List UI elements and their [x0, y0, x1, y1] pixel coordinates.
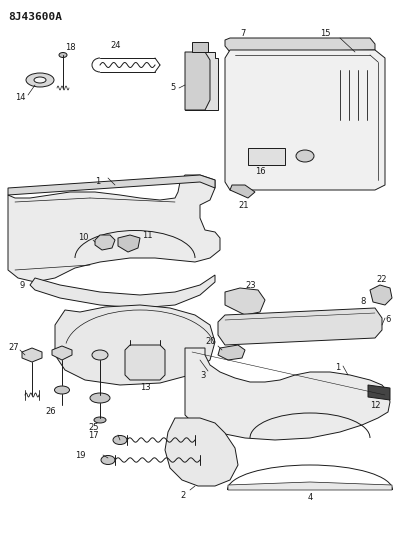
- Polygon shape: [55, 305, 215, 385]
- Ellipse shape: [54, 386, 69, 394]
- Text: 6: 6: [385, 316, 390, 325]
- Polygon shape: [95, 235, 115, 250]
- Text: 18: 18: [65, 44, 75, 52]
- Text: 26: 26: [45, 408, 56, 416]
- Text: 5: 5: [170, 84, 175, 93]
- Text: 17: 17: [88, 431, 98, 440]
- Text: 7: 7: [240, 28, 245, 37]
- Ellipse shape: [26, 73, 54, 87]
- Text: 3: 3: [200, 370, 205, 379]
- Ellipse shape: [34, 77, 46, 83]
- Ellipse shape: [92, 350, 108, 360]
- Text: 9: 9: [20, 280, 25, 289]
- Text: 19: 19: [75, 450, 85, 459]
- Text: 25: 25: [88, 424, 98, 432]
- Ellipse shape: [59, 52, 67, 58]
- Text: 14: 14: [15, 93, 25, 102]
- Text: 1: 1: [335, 364, 340, 373]
- Polygon shape: [230, 185, 255, 198]
- Polygon shape: [8, 175, 220, 282]
- Polygon shape: [125, 345, 165, 380]
- Polygon shape: [248, 148, 285, 165]
- Text: 24: 24: [110, 41, 121, 50]
- Text: 21: 21: [238, 200, 249, 209]
- Ellipse shape: [296, 150, 314, 162]
- Polygon shape: [225, 50, 385, 190]
- Ellipse shape: [94, 417, 106, 423]
- Polygon shape: [192, 42, 208, 52]
- Polygon shape: [185, 52, 218, 110]
- Polygon shape: [185, 348, 390, 440]
- Polygon shape: [22, 348, 42, 362]
- Text: 12: 12: [370, 400, 380, 409]
- Text: 8J43600A: 8J43600A: [8, 12, 62, 22]
- Polygon shape: [30, 275, 215, 308]
- Polygon shape: [8, 175, 215, 195]
- Polygon shape: [225, 288, 265, 315]
- Ellipse shape: [113, 435, 127, 445]
- Polygon shape: [185, 52, 210, 110]
- Polygon shape: [368, 385, 390, 400]
- Text: 27: 27: [8, 343, 19, 352]
- Polygon shape: [370, 285, 392, 305]
- Ellipse shape: [101, 456, 115, 464]
- Text: 10: 10: [78, 233, 89, 243]
- Text: 23: 23: [245, 280, 256, 289]
- Polygon shape: [218, 308, 382, 345]
- Polygon shape: [228, 482, 392, 490]
- Ellipse shape: [90, 393, 110, 403]
- Text: 1: 1: [95, 177, 100, 187]
- Polygon shape: [225, 38, 375, 52]
- Text: 2: 2: [180, 490, 185, 499]
- Text: 16: 16: [255, 167, 266, 176]
- Text: 15: 15: [320, 28, 330, 37]
- Text: 20: 20: [205, 337, 216, 346]
- Polygon shape: [218, 345, 245, 360]
- Polygon shape: [165, 418, 238, 486]
- Text: 22: 22: [376, 276, 387, 285]
- Polygon shape: [52, 346, 72, 360]
- Text: 13: 13: [140, 384, 150, 392]
- Text: 8: 8: [360, 297, 365, 306]
- Polygon shape: [118, 235, 140, 252]
- Text: 11: 11: [142, 231, 152, 240]
- Text: 4: 4: [307, 494, 312, 503]
